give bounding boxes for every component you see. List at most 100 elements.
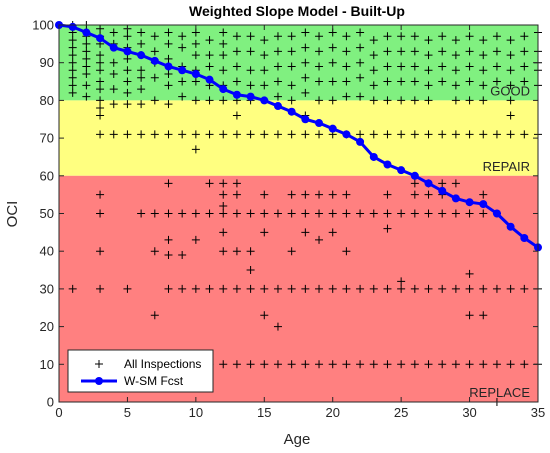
inspection-point bbox=[342, 92, 351, 101]
inspection-point bbox=[260, 311, 269, 320]
inspection-point bbox=[164, 54, 173, 63]
inspection-point bbox=[492, 47, 501, 56]
y-tick-label: 80 bbox=[40, 93, 54, 108]
inspection-point bbox=[451, 96, 460, 105]
forecast-point bbox=[451, 194, 460, 203]
inspection-point bbox=[506, 96, 515, 105]
forecast-point bbox=[123, 47, 132, 56]
inspection-point bbox=[315, 77, 324, 86]
inspection-point bbox=[178, 92, 187, 101]
inspection-point bbox=[232, 77, 241, 86]
inspection-point bbox=[178, 284, 187, 293]
inspection-point bbox=[260, 66, 269, 75]
inspection-point bbox=[438, 179, 447, 188]
inspection-point bbox=[178, 32, 187, 41]
inspection-point bbox=[82, 81, 91, 90]
inspection-point bbox=[301, 88, 310, 97]
inspection-point bbox=[492, 130, 501, 139]
inspection-point bbox=[219, 284, 228, 293]
inspection-point bbox=[123, 284, 132, 293]
inspection-point bbox=[397, 277, 406, 286]
legend: All Inspections W-SM Fcst bbox=[67, 349, 214, 393]
inspection-point bbox=[191, 39, 200, 48]
inspection-point bbox=[383, 77, 392, 86]
inspection-point bbox=[479, 130, 488, 139]
forecast-point bbox=[397, 166, 406, 175]
inspection-point bbox=[451, 209, 460, 218]
forecast-point bbox=[68, 22, 77, 31]
inspection-point bbox=[410, 179, 419, 188]
inspection-point bbox=[273, 32, 282, 41]
inspection-point bbox=[191, 130, 200, 139]
inspection-point bbox=[315, 209, 324, 218]
inspection-point bbox=[410, 32, 419, 41]
forecast-point bbox=[315, 119, 324, 128]
inspection-point bbox=[219, 130, 228, 139]
inspection-point bbox=[397, 47, 406, 56]
inspection-point bbox=[301, 284, 310, 293]
band-good bbox=[59, 25, 538, 101]
legend-inspection-label: All Inspections bbox=[124, 357, 201, 371]
inspection-point bbox=[164, 209, 173, 218]
legend-forecast-label: W-SM Fcst bbox=[124, 374, 184, 388]
inspection-point bbox=[397, 77, 406, 86]
inspection-point bbox=[438, 284, 447, 293]
inspection-point bbox=[96, 284, 105, 293]
inspection-point bbox=[68, 58, 77, 67]
inspection-point bbox=[246, 130, 255, 139]
inspection-point bbox=[492, 77, 501, 86]
inspection-point bbox=[123, 77, 132, 86]
inspection-point bbox=[82, 62, 91, 71]
inspection-point bbox=[191, 209, 200, 218]
inspection-point bbox=[246, 32, 255, 41]
inspection-point bbox=[424, 81, 433, 90]
inspection-point bbox=[520, 47, 529, 56]
inspection-point bbox=[150, 96, 159, 105]
forecast-point bbox=[232, 90, 241, 99]
inspection-point bbox=[96, 111, 105, 120]
x-tick-label: 5 bbox=[124, 405, 131, 420]
inspection-point bbox=[178, 77, 187, 86]
inspection-point bbox=[520, 77, 529, 86]
inspection-point bbox=[424, 284, 433, 293]
forecast-point bbox=[383, 160, 392, 169]
inspection-point bbox=[191, 284, 200, 293]
inspection-point bbox=[342, 209, 351, 218]
inspection-point bbox=[301, 360, 310, 369]
inspection-point bbox=[219, 228, 228, 237]
inspection-point bbox=[68, 284, 77, 293]
inspection-point bbox=[96, 24, 105, 33]
inspection-point bbox=[438, 209, 447, 218]
inspection-point bbox=[150, 73, 159, 82]
inspection-point bbox=[150, 247, 159, 256]
inspection-point bbox=[219, 28, 228, 37]
inspection-point bbox=[96, 51, 105, 60]
y-tick-label: 30 bbox=[40, 281, 54, 296]
inspection-point bbox=[356, 43, 365, 52]
forecast-point bbox=[356, 137, 365, 146]
inspection-point bbox=[356, 130, 365, 139]
inspection-point bbox=[356, 360, 365, 369]
inspection-point bbox=[397, 130, 406, 139]
inspection-point bbox=[410, 77, 419, 86]
inspection-point bbox=[301, 73, 310, 82]
inspection-point bbox=[479, 311, 488, 320]
inspection-point bbox=[219, 51, 228, 60]
forecast-point bbox=[178, 66, 187, 75]
inspection-point bbox=[520, 284, 529, 293]
forecast-point bbox=[109, 43, 118, 52]
inspection-point bbox=[164, 250, 173, 259]
inspection-point bbox=[287, 32, 296, 41]
inspection-point bbox=[164, 235, 173, 244]
inspection-point bbox=[287, 284, 296, 293]
inspection-point bbox=[479, 360, 488, 369]
inspection-point bbox=[397, 209, 406, 218]
inspection-point bbox=[301, 43, 310, 52]
inspection-point bbox=[137, 73, 146, 82]
x-tick-label: 10 bbox=[189, 405, 203, 420]
forecast-point bbox=[506, 222, 515, 231]
inspection-point bbox=[246, 209, 255, 218]
inspection-point bbox=[315, 96, 324, 105]
inspection-point bbox=[246, 247, 255, 256]
